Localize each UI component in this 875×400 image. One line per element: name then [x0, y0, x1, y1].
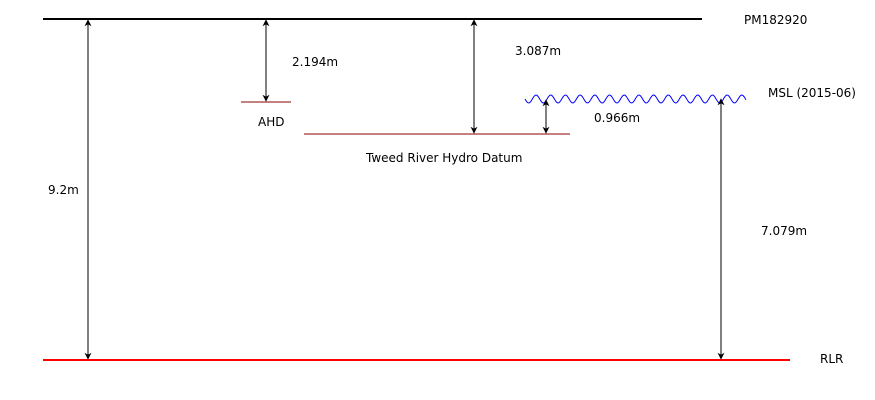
rlr-label: RLR — [820, 352, 843, 366]
pm182920-label: PM182920 — [744, 13, 807, 27]
measurement-msl-to-tweed: 0.966m — [594, 111, 640, 125]
measurement-pm-to-rlr: 9.2m — [48, 183, 79, 197]
measurement-msl-to-rlr: 7.079m — [761, 224, 807, 238]
msl-wave-line — [524, 94, 747, 104]
tweed-river-hydro-datum-label: Tweed River Hydro Datum — [365, 151, 522, 165]
measurement-pm-to-tweed: 3.087m — [515, 44, 561, 58]
measurement-pm-to-ahd: 2.194m — [292, 55, 338, 69]
ahd-label: AHD — [258, 115, 284, 129]
msl-label: MSL (2015-06) — [768, 86, 856, 100]
